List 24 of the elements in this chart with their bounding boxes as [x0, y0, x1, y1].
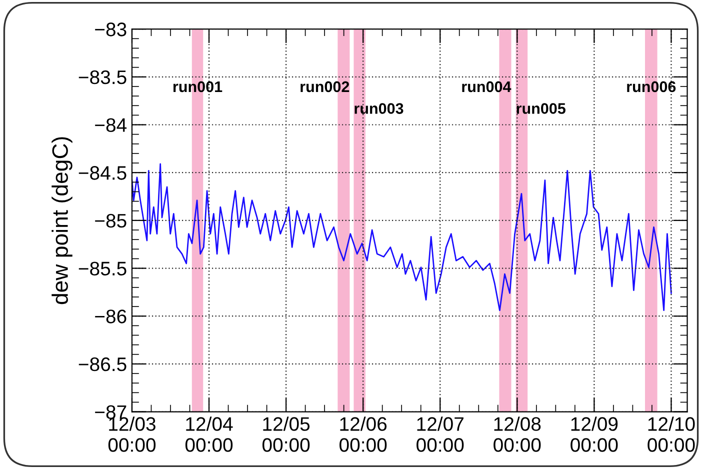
band-label: run003 [354, 103, 404, 114]
band-label: run004 [462, 81, 512, 92]
x-tick-label: 12/05 00:00 [262, 416, 310, 452]
y-tick-label: −84.5 [78, 166, 126, 180]
y-axis-title: dew point (degC) [52, 137, 72, 304]
y-tick-label: −83 [95, 22, 126, 36]
band-label: run002 [300, 81, 350, 92]
x-tick-label: 12/03 00:00 [108, 416, 156, 452]
x-tick-label: 12/08 00:00 [494, 416, 541, 452]
band-label: run005 [516, 103, 566, 114]
band-label: run006 [627, 81, 676, 92]
y-tick-label: −86 [95, 310, 126, 324]
band-label: run001 [173, 81, 222, 92]
x-tick-label: 12/09 00:00 [570, 416, 618, 452]
x-tick-label: 12/06 00:00 [340, 416, 387, 452]
y-tick-label: −83.5 [78, 70, 126, 84]
y-tick-label: −84 [95, 118, 127, 132]
y-tick-label: −87 [95, 405, 126, 420]
x-tick-label: 12/04 00:00 [185, 416, 233, 452]
y-tick-label: −86.5 [78, 357, 126, 372]
x-tick-label: 12/07 00:00 [416, 416, 464, 452]
x-tick-label: 12/10 00:00 [648, 416, 695, 452]
y-tick-label: −85.5 [78, 262, 126, 276]
y-tick-label: −85 [95, 214, 126, 228]
